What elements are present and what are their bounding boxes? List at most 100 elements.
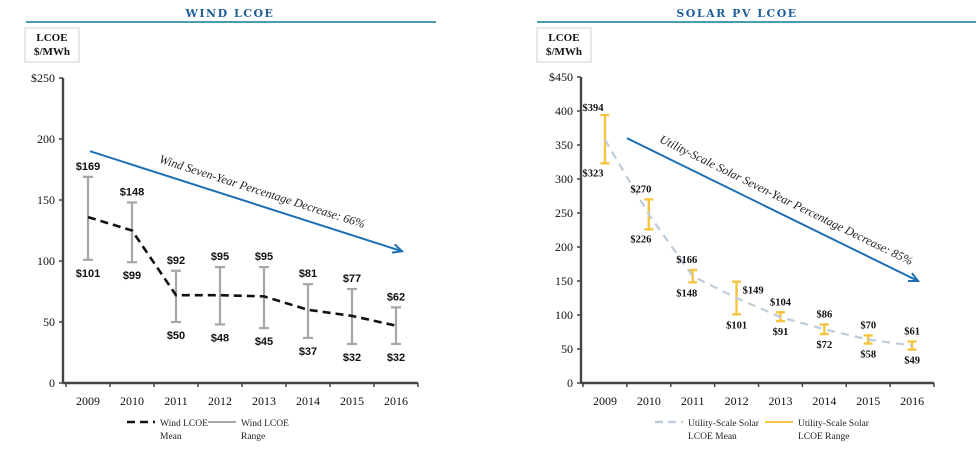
legend-item: Utility-Scale Solar LCOE Mean [655,419,760,442]
range-bar [127,201,137,264]
y-tick-label: 0 [49,376,55,390]
chart-title: WIND LCOE [185,7,275,20]
x-tick-label: 2012 [725,394,749,408]
high-value-label: $62 [387,291,405,303]
high-value-label: $77 [343,273,361,285]
x-tick-label: 2013 [252,394,276,408]
low-value-label: $101 [76,268,100,280]
high-value-label: $95 [255,251,273,263]
x-tick-label: 2014 [296,394,320,408]
y-tick-label: 100 [37,254,55,268]
low-value-label: $226 [630,234,651,245]
y-axis-unit-label: LCOE [36,32,67,44]
low-value-label: $72 [816,340,832,351]
x-tick-label: 2010 [120,394,144,408]
chart-title: SOLAR PV LCOE [676,7,797,20]
trend-annotation-text: Wind Seven-Year Percentage Decrease: 66% [158,152,367,231]
y-axis-unit-label: LCOE [548,32,579,44]
y-tick-label: $250 [31,71,55,85]
low-value-label: $37 [299,346,317,358]
low-value-label: $58 [860,350,876,361]
high-value-label: $86 [816,310,832,321]
high-value-label: $166 [676,255,697,266]
legend-label: Range [241,432,265,442]
high-value-label: $70 [860,320,876,331]
legend-label: LCOE Mean [688,432,737,442]
trend-arrow-line [89,150,403,253]
high-value-label: $95 [211,251,229,263]
range-bar [819,323,829,336]
y-tick-label: 300 [555,172,573,186]
high-value-label: $169 [76,161,100,173]
low-value-label: $48 [211,332,229,344]
legend-label: Wind LCOE [160,419,208,429]
y-axis-unit-label: $/MWh [546,46,582,58]
x-tick-label: 2015 [340,394,364,408]
low-value-label: $45 [255,336,273,348]
range-bar [303,283,313,339]
x-tick-label: 2014 [812,394,836,408]
y-axis-unit-label: $/MWh [34,46,70,58]
high-value-label: $61 [904,327,920,338]
x-tick-label: 2015 [856,394,880,408]
low-value-label: $101 [726,320,747,331]
mean-line [87,215,397,327]
range-bar [600,113,610,165]
low-value-label: $148 [676,288,697,299]
unit-label-box [24,27,80,63]
high-value-label: $270 [630,184,651,195]
range-bar [215,266,225,326]
y-tick-label: 150 [37,193,55,207]
trend-arrow-head-icon [391,243,405,254]
high-value-label: $104 [770,297,792,308]
range-bar [863,334,873,345]
y-tick-label: 200 [555,240,573,254]
y-tick-label: 100 [555,308,573,322]
wind-lcoe-chart: WIND LCOE LCOE $/MWh 0 50 100 150 200 $250 2009 20… [24,7,436,442]
x-tick-label: 2010 [637,394,661,408]
low-value-label: $32 [387,352,405,364]
x-tick-label: 2013 [768,394,792,408]
trend-annotation: Utility-Scale Solar Seven-Year Percentag… [626,132,921,283]
high-value-label: $148 [120,186,144,198]
y-tick-label: 200 [37,132,55,146]
high-value-label: $92 [167,255,185,267]
y-tick-label: 400 [555,104,573,118]
x-tick-label: 2011 [164,394,188,408]
legend-item: Utility-Scale Solar LCOE Range [765,419,870,442]
legend-label: Utility-Scale Solar [688,419,760,429]
legend-label: Wind LCOE [241,419,289,429]
high-value-label: $149 [743,286,764,297]
y-tick-label: 50 [43,315,55,329]
x-tick-label: 2016 [384,394,408,408]
legend-label: LCOE Range [798,432,849,442]
high-value-label: $81 [299,268,317,280]
y-tick-label: 50 [561,342,573,356]
x-tick-label: 2016 [900,394,924,408]
x-tick-label: 2009 [593,394,617,408]
low-value-label: $99 [123,270,141,282]
y-tick-label: 250 [555,206,573,220]
trend-arrow-head-icon [908,272,921,283]
legend-label: Mean [160,432,182,442]
low-value-label: $91 [773,327,789,338]
range-bar [391,306,401,346]
x-tick-label: 2009 [76,394,100,408]
y-tick-label: 350 [555,138,573,152]
y-tick-label: 0 [567,376,573,390]
legend-item: Wind LCOE Range [208,419,289,442]
trend-annotation-text: Utility-Scale Solar Seven-Year Percentag… [657,132,915,268]
x-tick-label: 2012 [208,394,232,408]
trend-arrow-line [626,137,919,282]
legend-label: Utility-Scale Solar [798,419,870,429]
low-value-label: $32 [343,352,361,364]
x-tick-label: 2011 [681,394,705,408]
unit-label-box [536,27,592,63]
mean-line [603,139,913,347]
low-value-label: $49 [904,356,920,367]
y-tick-label: $450 [549,70,573,84]
y-tick-label: 150 [555,274,573,288]
low-value-label: $50 [167,330,185,342]
legend-item: Wind LCOE Mean [127,419,208,442]
